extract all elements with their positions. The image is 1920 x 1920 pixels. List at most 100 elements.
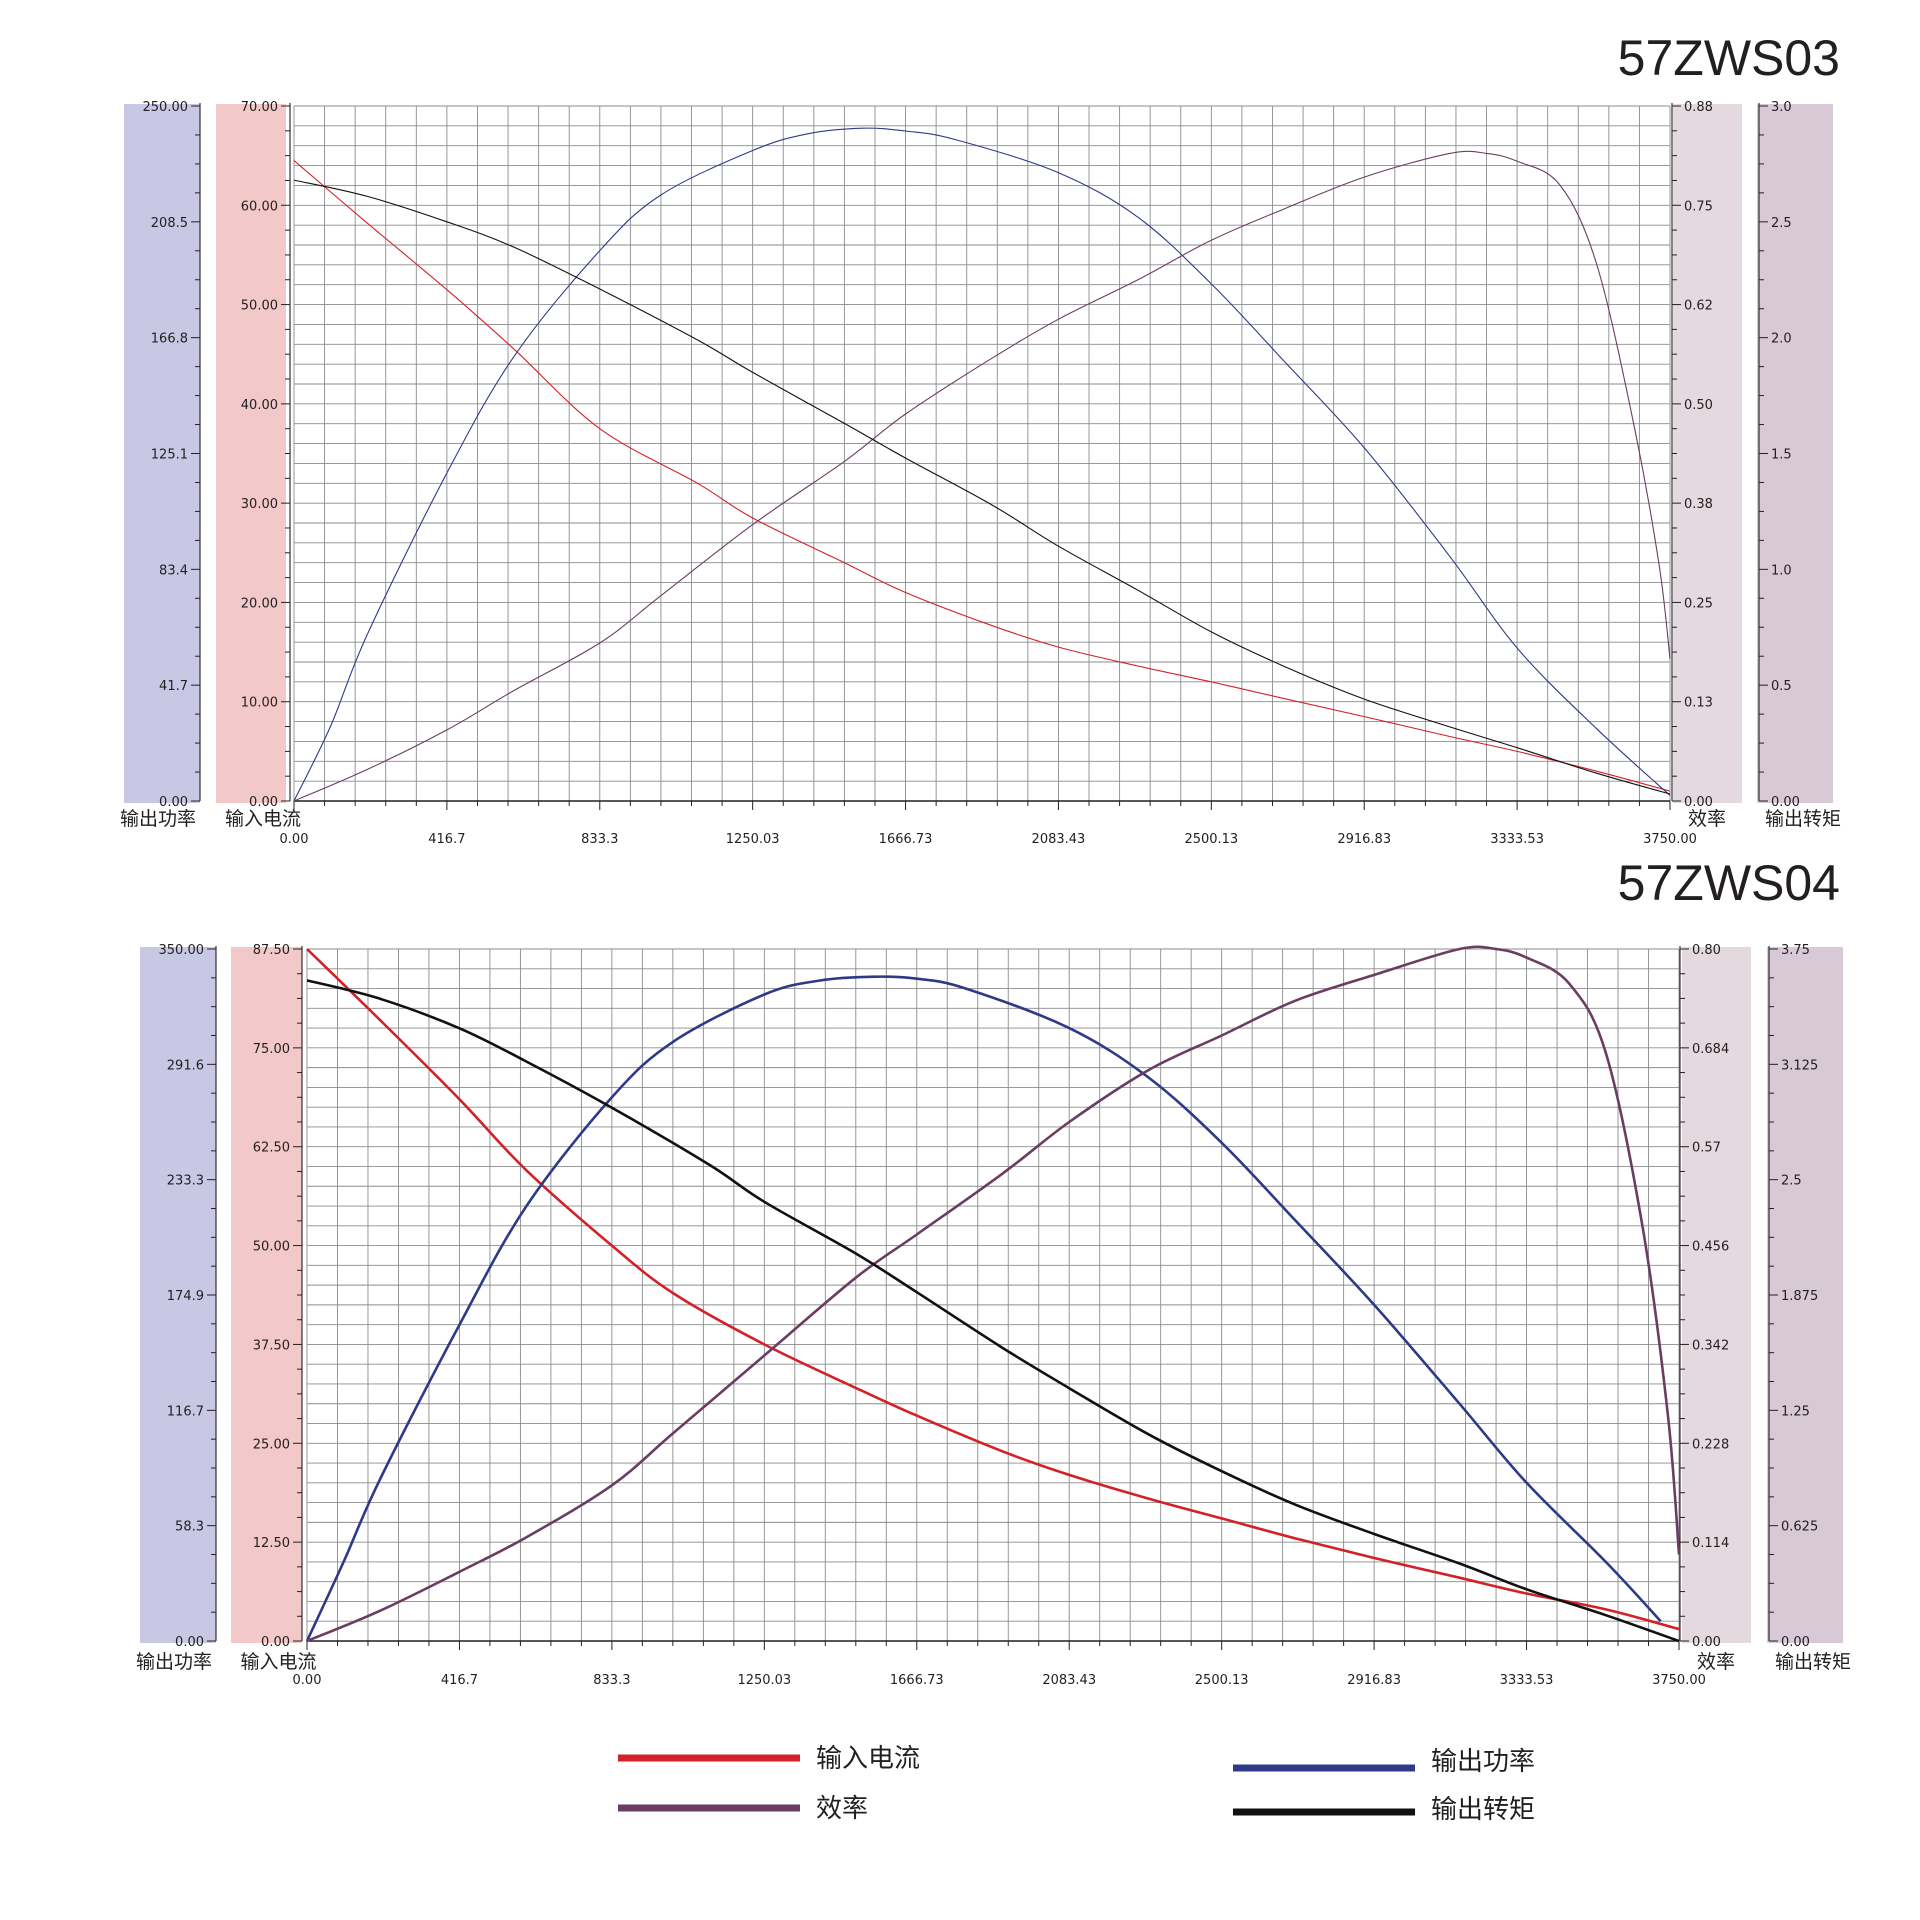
y-tick-label: 208.5 xyxy=(151,216,188,231)
y-tick-label: 58.3 xyxy=(175,1520,204,1535)
y-tick-label: 0.25 xyxy=(1684,596,1713,611)
y-tick-label: 50.00 xyxy=(253,1240,290,1255)
x-tick-label: 2500.13 xyxy=(1184,832,1238,847)
chart-57zws04: 57ZWS04 0.00 416.7 833.3 1250.03 1666.73 2083.… xyxy=(136,855,1851,1688)
y-axis-current: 0.00 12.50 25.00 37.50 50.00 62.50 75.00 87.50 xyxy=(253,943,303,1650)
series-line-power xyxy=(293,127,1671,802)
x-tick-label: 1250.03 xyxy=(737,1673,791,1688)
x-tick-label: 1666.73 xyxy=(879,832,933,847)
x-tick-label: 0.00 xyxy=(293,1673,322,1688)
y-tick-label: 87.50 xyxy=(253,943,290,958)
series-line-efficiency xyxy=(293,150,1671,802)
axis-label-current: 输入电流 xyxy=(240,1651,316,1673)
y-tick-label: 1.25 xyxy=(1781,1404,1810,1419)
axis-band-eff xyxy=(1673,104,1742,803)
y-tick-label: 2.5 xyxy=(1771,216,1792,231)
y-axis-torque: 0.00 0.625 1.25 1.875 2.5 3.125 3.75 xyxy=(1768,943,1818,1650)
y-tick-label: 50.00 xyxy=(241,299,278,314)
y-tick-label: 0.62 xyxy=(1684,299,1713,314)
x-tick-label: 3333.53 xyxy=(1490,832,1544,847)
x-tick-label: 2083.43 xyxy=(1032,832,1086,847)
axis-band-power xyxy=(140,947,216,1643)
axis-label-efficiency: 效率 xyxy=(1697,1651,1735,1673)
y-tick-label: 0.13 xyxy=(1684,696,1713,711)
series-line-efficiency xyxy=(306,945,1681,1643)
y-tick-label: 37.50 xyxy=(253,1338,290,1353)
y-tick-label: 116.7 xyxy=(167,1404,204,1419)
y-axis-current: 0.00 10.00 20.00 30.00 40.00 50.00 60.00 70.00 xyxy=(241,100,291,810)
series-line-current xyxy=(293,160,1671,792)
legend: 输入电流 效率 输出功率 输出转矩 xyxy=(618,1744,1535,1825)
y-tick-label: 125.1 xyxy=(151,448,188,463)
x-tick-label: 2083.43 xyxy=(1042,1673,1096,1688)
x-tick-label: 1666.73 xyxy=(890,1673,944,1688)
series-group xyxy=(305,945,1681,1643)
y-tick-label: 250.00 xyxy=(143,100,189,115)
axis-label-efficiency: 效率 xyxy=(1688,808,1726,830)
y-tick-label: 0.00 xyxy=(1771,795,1800,810)
axis-band-power xyxy=(124,104,200,803)
axis-band-current xyxy=(216,104,286,803)
y-tick-label: 0.625 xyxy=(1781,1520,1818,1535)
x-tick-label: 833.3 xyxy=(593,1673,630,1688)
y-tick-label: 0.00 xyxy=(261,1635,290,1650)
y-axis-efficiency: 0.00 0.13 0.25 0.38 0.50 0.62 0.75 0.88 xyxy=(1671,100,1713,810)
y-tick-label: 0.75 xyxy=(1684,199,1713,214)
y-tick-label: 25.00 xyxy=(253,1437,290,1452)
y-tick-label: 1.0 xyxy=(1771,563,1792,578)
y-tick-label: 12.50 xyxy=(253,1536,290,1551)
y-tick-label: 75.00 xyxy=(253,1042,290,1057)
y-axis-power: 0.00 58.3 116.7 174.9 233.3 291.6 350.00 xyxy=(159,943,217,1650)
y-tick-label: 0.00 xyxy=(1692,1635,1721,1650)
chart-57zws03: 57ZWS03 0.00 416.7 833.3 1250.03 1666.73 2083.… xyxy=(120,30,1841,847)
y-tick-label: 0.456 xyxy=(1692,1240,1729,1255)
legend-label-power: 输出功率 xyxy=(1431,1747,1535,1777)
axis-band-eff xyxy=(1682,947,1751,1643)
legend-label-torque: 输出转矩 xyxy=(1431,1795,1535,1825)
y-tick-label: 233.3 xyxy=(167,1174,204,1189)
y-axis-efficiency: 0.00 0.114 0.228 0.342 0.456 0.57 0.684 0.80 xyxy=(1679,943,1729,1650)
y-tick-label: 0.342 xyxy=(1692,1338,1729,1353)
y-tick-label: 350.00 xyxy=(159,943,205,958)
y-tick-label: 0.00 xyxy=(175,1635,204,1650)
x-tick-label: 2916.83 xyxy=(1347,1673,1401,1688)
y-tick-label: 40.00 xyxy=(241,398,278,413)
x-tick-label: 1250.03 xyxy=(726,832,780,847)
axis-label-torque: 输出转矩 xyxy=(1765,808,1841,830)
y-tick-label: 291.6 xyxy=(167,1058,204,1073)
x-tick-label: 833.3 xyxy=(581,832,618,847)
plot-grid xyxy=(306,948,1680,1642)
y-tick-label: 2.0 xyxy=(1771,332,1792,347)
y-tick-label: 10.00 xyxy=(241,696,278,711)
axis-label-power: 输出功率 xyxy=(136,1651,212,1673)
x-tick-label: 3750.00 xyxy=(1643,832,1697,847)
series-group xyxy=(293,127,1671,802)
legend-label-current: 输入电流 xyxy=(816,1744,920,1774)
y-tick-label: 2.5 xyxy=(1781,1174,1802,1189)
x-tick-label: 416.7 xyxy=(441,1673,478,1688)
y-tick-label: 0.50 xyxy=(1684,398,1713,413)
plot-grid xyxy=(293,105,1671,802)
y-tick-label: 0.00 xyxy=(1684,795,1713,810)
series-line-current xyxy=(306,948,1680,1631)
y-tick-label: 0.5 xyxy=(1771,679,1792,694)
y-tick-label: 0.00 xyxy=(1781,1635,1810,1650)
y-tick-label: 3.75 xyxy=(1781,943,1810,958)
y-axis-torque: 0.00 0.5 1.0 1.5 2.0 2.5 3.0 xyxy=(1758,100,1800,810)
y-tick-label: 174.9 xyxy=(167,1289,204,1304)
y-tick-label: 30.00 xyxy=(241,497,278,512)
y-tick-label: 41.7 xyxy=(159,679,188,694)
y-tick-label: 3.125 xyxy=(1781,1058,1818,1073)
chart-title: 57ZWS03 xyxy=(1618,30,1840,86)
y-tick-label: 0.57 xyxy=(1692,1141,1721,1156)
x-tick-label: 0.00 xyxy=(280,832,309,847)
y-tick-label: 62.50 xyxy=(253,1141,290,1156)
axis-label-torque: 输出转矩 xyxy=(1775,1651,1851,1673)
y-tick-label: 1.5 xyxy=(1771,448,1792,463)
axis-band-torq xyxy=(1757,104,1833,803)
axis-label-current: 输入电流 xyxy=(225,808,301,830)
x-tick-label: 2916.83 xyxy=(1337,832,1391,847)
y-tick-label: 3.0 xyxy=(1771,100,1792,115)
y-axis-power: 0.00 41.7 83.4 125.1 166.8 208.5 250.00 xyxy=(143,100,201,810)
